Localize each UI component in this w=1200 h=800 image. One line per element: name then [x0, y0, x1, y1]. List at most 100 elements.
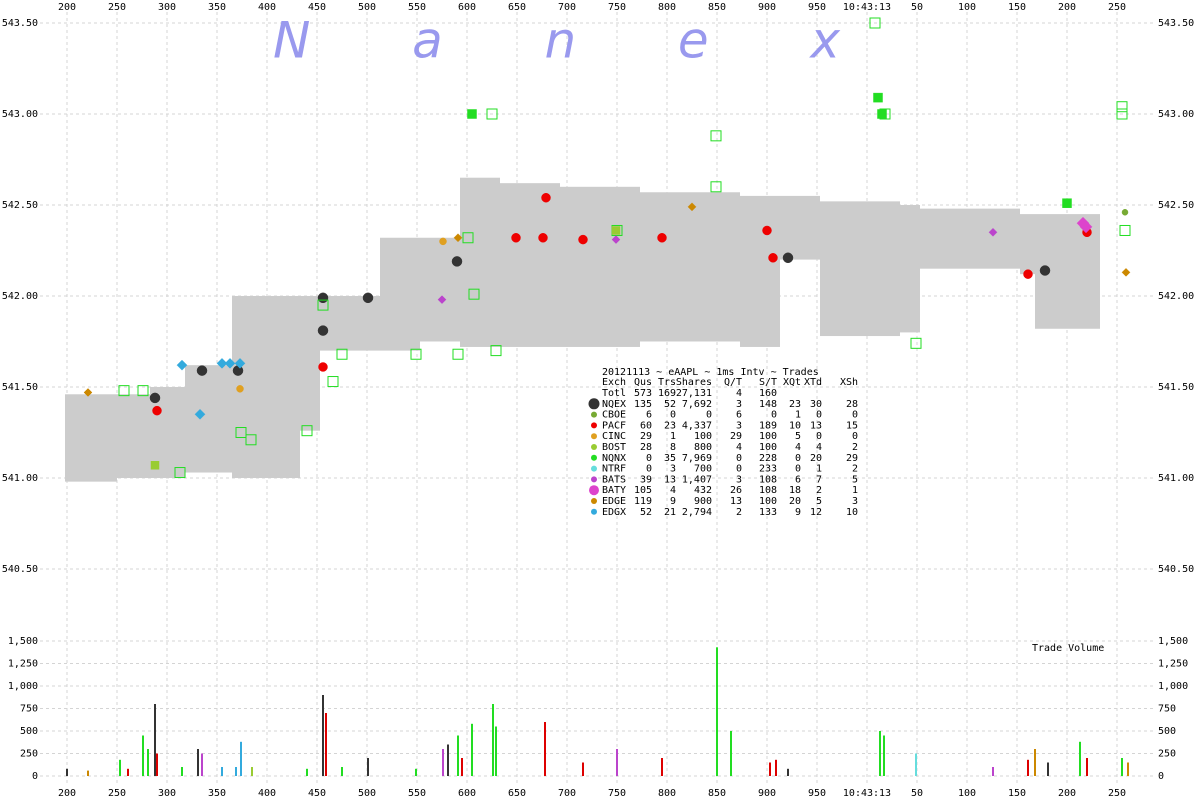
table-title: 20121113 ~ eAAPL ~ 1ms Intv ~ Trades	[602, 367, 819, 378]
volume-bar	[447, 744, 449, 776]
table-cell: 52	[640, 507, 652, 518]
volume-bar	[201, 753, 203, 776]
table-header: Exch	[602, 377, 626, 388]
table-cell: 0	[706, 410, 712, 421]
table-cell: 6	[646, 410, 652, 421]
table-cell: 3	[670, 464, 676, 475]
y-tick-label: 750	[20, 704, 38, 715]
legend-marker	[591, 476, 597, 483]
table-cell: Totl	[602, 388, 626, 399]
y-tick-label-right: 0	[1158, 771, 1164, 782]
volume-bar	[322, 695, 324, 776]
x-tick-label: 950	[808, 2, 826, 13]
table-cell: 0	[670, 410, 676, 421]
trade-marker	[462, 232, 474, 244]
table-cell: 8	[670, 442, 676, 453]
x-tick-label: 700	[558, 2, 576, 13]
table-cell: 100	[759, 496, 777, 507]
table-cell: NQNX	[602, 453, 626, 464]
table-cell: 2	[852, 464, 858, 475]
trade-marker	[235, 427, 247, 438]
table-cell: 6	[736, 410, 742, 421]
trade-marker	[317, 325, 329, 336]
volume-bar	[127, 768, 129, 776]
trade-marker	[327, 376, 339, 388]
table-cell: 15	[846, 420, 858, 431]
spread-bar	[380, 237, 420, 351]
trade-marker	[224, 357, 236, 369]
trade-marker	[687, 202, 697, 212]
volume-bar	[544, 722, 546, 776]
table-cell: 0	[816, 431, 822, 442]
table-header: XTd	[804, 377, 822, 388]
table-cell: 1,407	[682, 474, 712, 485]
volume-bar	[1086, 758, 1088, 776]
x-tick-label: 200	[1058, 788, 1076, 799]
table-cell: NTRF	[602, 464, 626, 475]
y-tick-label: 542.00	[2, 291, 38, 302]
trade-marker	[467, 109, 477, 119]
legend-marker	[591, 433, 597, 440]
trade-marker	[439, 237, 447, 246]
table-cell: 26	[730, 485, 742, 496]
spread-bar	[640, 192, 740, 342]
x-tick-label: 950	[808, 788, 826, 799]
table-cell: 28	[846, 399, 858, 410]
table-cell: 7,969	[682, 453, 712, 464]
table-cell: 100	[694, 431, 712, 442]
volume-bar	[492, 704, 494, 776]
y-tick-label-right: 541.50	[1158, 382, 1194, 393]
x-tick-label: 250	[108, 788, 126, 799]
table-cell: BATS	[602, 474, 626, 485]
spread-bar	[185, 365, 232, 473]
volume-bar	[879, 731, 881, 776]
table-cell: 13	[664, 474, 676, 485]
trade-marker	[988, 227, 998, 237]
volume-bar	[915, 753, 917, 776]
x-tick-label: 800	[658, 2, 676, 13]
trade-marker	[486, 108, 498, 120]
volume-bar	[142, 735, 144, 776]
y-tick-label: 542.50	[2, 200, 38, 211]
table-header: Qus	[634, 377, 652, 388]
table-cell: 0	[646, 453, 652, 464]
spread-bar	[300, 296, 320, 431]
trade-marker	[1121, 209, 1129, 216]
table-cell: 13	[730, 496, 742, 507]
x-tick-label: 10:43:13	[843, 788, 891, 799]
y-tick-label-right: 1,500	[1158, 636, 1188, 647]
volume-bar	[87, 770, 89, 776]
volume-bar	[154, 704, 156, 776]
trade-marker	[1079, 220, 1093, 234]
spread-bar	[232, 296, 300, 478]
y-tick-label: 543.50	[2, 18, 38, 29]
volume-bar	[1121, 758, 1123, 776]
table-cell: 2	[736, 507, 742, 518]
y-tick-label-right: 542.00	[1158, 291, 1194, 302]
x-tick-label: 200	[58, 788, 76, 799]
table-cell: 7,692	[682, 399, 712, 410]
x-tick-label: 150	[1008, 2, 1026, 13]
x-tick-label: 850	[708, 788, 726, 799]
volume-bar	[495, 726, 497, 776]
legend-marker	[591, 411, 597, 418]
y-tick-label-right: 540.50	[1158, 564, 1194, 575]
x-tick-label: 150	[1008, 788, 1026, 799]
volume-bar	[461, 758, 463, 776]
volume-bar	[181, 767, 183, 776]
volume-bar	[457, 735, 459, 776]
x-tick-label: 500	[358, 788, 376, 799]
table-cell: 0	[816, 410, 822, 421]
table-header: Shares	[676, 377, 712, 388]
table-cell: 4	[736, 388, 742, 399]
table-header: XSh	[840, 377, 858, 388]
table-cell: 0	[795, 464, 801, 475]
trade-marker	[710, 181, 722, 193]
volume-bar	[616, 749, 618, 776]
volume-bar	[661, 758, 663, 776]
table-cell: 4	[816, 442, 822, 453]
table-cell: 135	[634, 399, 652, 410]
table-cell: NQEX	[602, 399, 626, 410]
volume-bar	[306, 768, 308, 776]
table-cell: 100	[759, 431, 777, 442]
